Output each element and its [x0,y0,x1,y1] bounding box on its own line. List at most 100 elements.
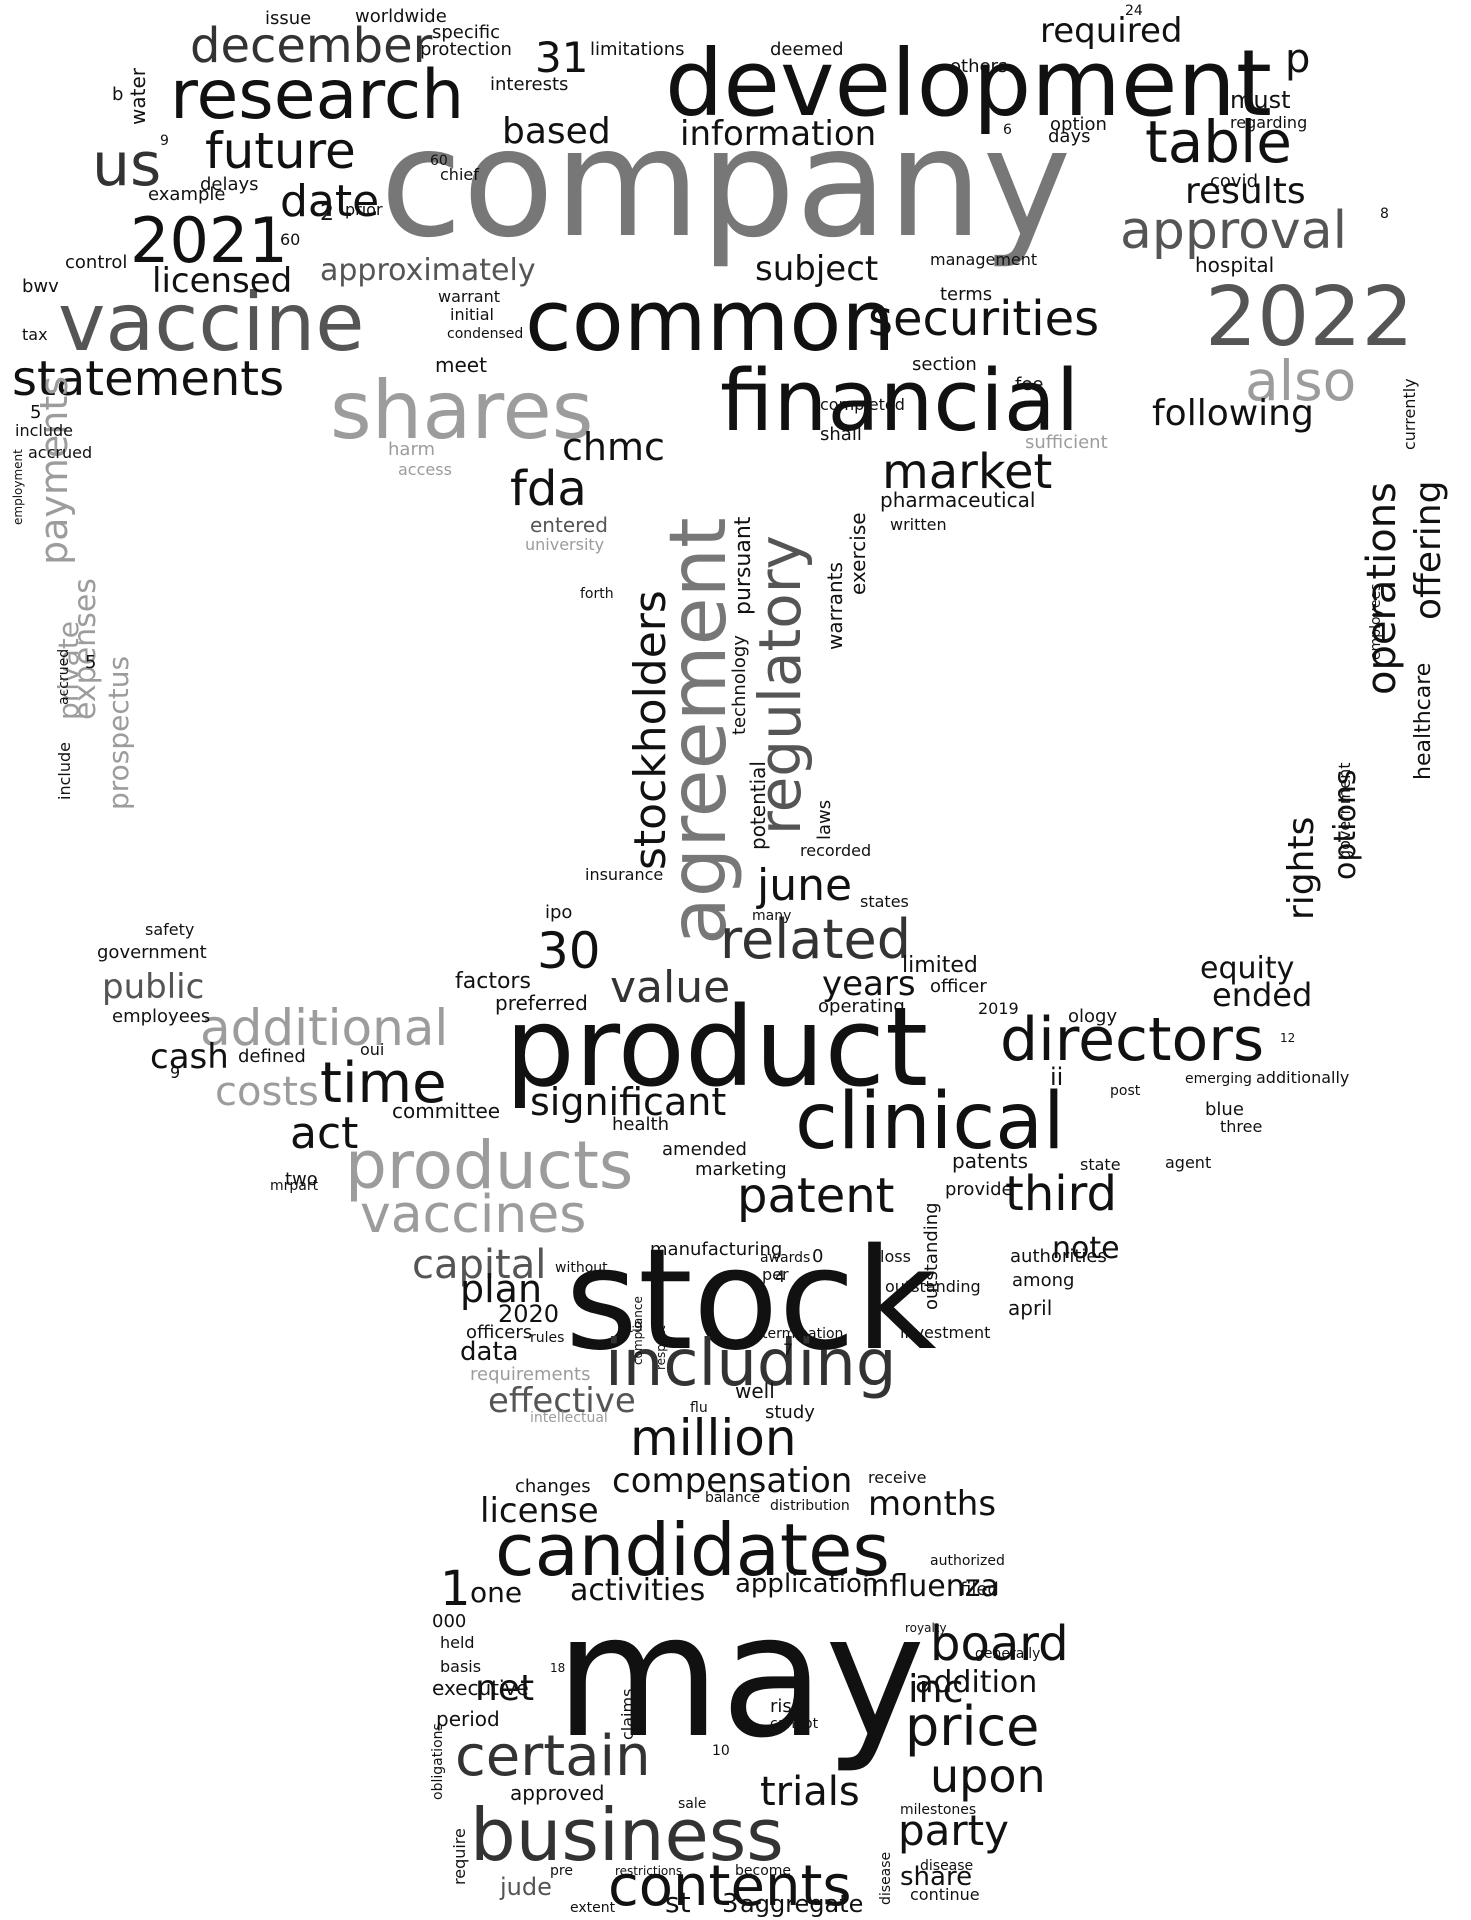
word-influenza: influenza [862,1569,999,1604]
word-compliance: compliance [631,1296,645,1365]
word-addition: addition [915,1665,1037,1700]
word-payments: manufacturing [650,1239,782,1260]
word-warrants: warrants [823,562,847,650]
word-rights: rights [1281,817,1322,920]
word-current: university [525,535,604,554]
word-pursuant: pursuant [731,516,756,615]
word-process: 60 [430,153,448,169]
word-license: license [480,1491,599,1531]
word-operating: preferred [495,991,588,1015]
word-prospectus: expenses [68,578,103,720]
word-capital: capital [412,1242,546,1288]
word-placement: harm [388,439,435,460]
word-december: december [190,18,433,74]
word-june: june [756,860,852,911]
word-common: common [525,272,895,371]
word-management: interests [490,74,568,95]
word-granted: sufficient [1025,432,1108,453]
word-approximately: approximately [320,253,536,288]
word-purchase: condensed [447,326,523,342]
word-7: 7 [783,1340,793,1359]
word-10: 10 [712,1743,730,1759]
word-party: party [898,1806,1009,1855]
word-statement: deemed [770,39,844,60]
word-continue: disease [920,1858,973,1874]
word-obtain: initial [450,305,494,324]
word-awards: among [1012,1270,1074,1291]
word-approved: approved [510,1781,605,1805]
word-loss: authorities [1010,1246,1107,1267]
word-effective: effective [488,1381,636,1421]
word-sales: issue [265,8,311,29]
word-18: 18 [550,1661,565,1675]
word-held: held [440,1633,475,1652]
word-1: 1 [440,1561,471,1617]
word-receive: balance [705,1490,760,1506]
word-development: development [665,30,1272,137]
word-form: safety [145,920,194,939]
word-based: based [502,111,611,152]
word-3: 3 [722,1889,739,1919]
word-six: control [65,252,127,273]
word-control: 5 [30,402,41,423]
word-changes: rules [530,1330,564,1346]
word-available: ology [1068,1006,1117,1027]
word-among: patents [952,1149,1028,1173]
word-government: government [1335,762,1354,860]
word-approval: approval [1120,201,1347,261]
word-two: emerging [1185,1071,1252,1087]
word-000: filed [960,1579,999,1600]
word-b: b [112,84,123,105]
word-cannot: cannot [770,1716,819,1732]
word-accounting: management [930,250,1037,269]
word-period: period [436,1707,500,1731]
word-24: 24 [1125,3,1143,19]
word-technology: technology [729,635,750,735]
word-u: additionally [1256,1068,1349,1087]
word-blue: equity [1200,951,1294,986]
word-per: april [1008,1296,1052,1320]
word-p: p [1285,36,1310,82]
word-4: 4 [775,1267,785,1286]
word-product: product [505,983,928,1111]
word-offering: offering [1408,481,1449,620]
word-options: options [1328,770,1363,881]
word-patent: patent [737,1168,894,1224]
word-respect: respect [654,1325,668,1370]
word-water: water [126,67,150,125]
word-ended: following [1152,393,1314,434]
word-year: delays [200,174,259,195]
word-securities: securities [868,291,1099,347]
word-0: 0 [812,1246,823,1267]
word-additional: additional [200,999,448,1057]
word-registration: meet [435,353,487,377]
word-including: including [605,1327,896,1401]
word-million: million [630,1409,797,1467]
word-amended: defined [238,1046,306,1067]
word-manufacturing: health [612,1114,669,1135]
word-fda: fda [510,461,587,517]
word-share: share [900,1862,972,1892]
word-disease: disease [878,1852,894,1905]
word-inc: inc [908,1667,964,1711]
word-price: price [905,1695,1039,1758]
word-2021: 2021 [130,204,288,277]
word-2020: 2020 [498,1300,559,1328]
word-ability: entered [530,513,608,537]
word-milestones: milestones [900,1802,976,1818]
word-april: provide [945,1179,1013,1200]
word-provide: marketing [695,1159,787,1180]
word-condition: completed [820,395,905,414]
word-candidates: candidates [495,1508,890,1592]
word-6: 6 [1003,122,1012,138]
word-future: future [205,122,356,180]
word-well: per [762,1265,789,1284]
word-data: data [460,1337,519,1367]
word-table: table [1145,108,1292,176]
word-health: employees [112,1006,210,1027]
word-time: time [320,1051,447,1116]
word-value: value [610,962,730,1013]
word-commercial: oui [360,1040,384,1059]
word-plan: plan [460,1267,542,1311]
word-also: also [1245,349,1356,413]
